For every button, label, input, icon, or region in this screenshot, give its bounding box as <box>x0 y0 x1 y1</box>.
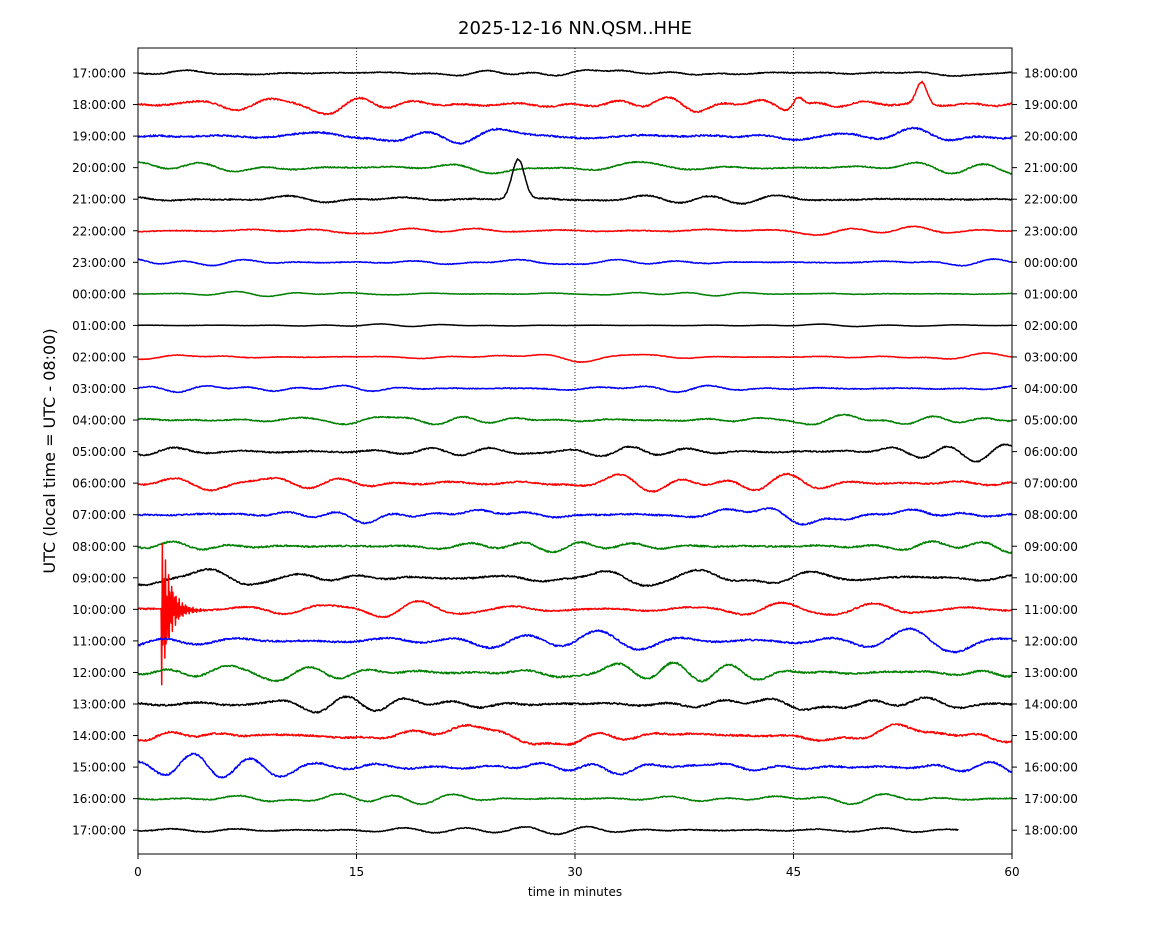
left-time-label: 15:00:00 <box>72 761 126 775</box>
right-time-label: 11:00:00 <box>1024 603 1078 617</box>
left-time-label: 17:00:00 <box>72 67 126 81</box>
right-time-label: 00:00:00 <box>1024 256 1078 270</box>
trace-line <box>137 567 1013 588</box>
trace-line <box>137 723 1013 747</box>
right-time-label: 10:00:00 <box>1024 571 1078 585</box>
left-time-label: 05:00:00 <box>72 445 126 459</box>
left-time-label: 02:00:00 <box>72 350 126 364</box>
trace-line <box>137 257 1013 267</box>
left-time-label: 03:00:00 <box>72 382 126 396</box>
trace-line <box>137 472 1013 493</box>
left-time-label: 20:00:00 <box>72 161 126 175</box>
right-time-label: 01:00:00 <box>1024 287 1078 301</box>
trace-line <box>137 540 1013 554</box>
right-time-label: 18:00:00 <box>1024 67 1078 81</box>
left-time-label: 19:00:00 <box>72 130 126 144</box>
trace-line <box>137 695 1013 714</box>
right-time-label: 22:00:00 <box>1024 193 1078 207</box>
left-time-label: 18:00:00 <box>72 98 126 112</box>
left-time-label: 17:00:00 <box>72 824 126 838</box>
left-time-label: 06:00:00 <box>72 477 126 491</box>
left-time-label: 13:00:00 <box>72 698 126 712</box>
trace-line <box>137 80 1013 116</box>
right-time-label: 14:00:00 <box>1024 698 1078 712</box>
left-time-label: 10:00:00 <box>72 603 126 617</box>
right-time-label: 03:00:00 <box>1024 350 1078 364</box>
x-tick-label: 0 <box>134 865 142 879</box>
trace-line <box>137 825 959 836</box>
trace-line <box>137 792 1013 806</box>
right-time-label: 16:00:00 <box>1024 761 1078 775</box>
x-tick-label: 30 <box>567 865 582 879</box>
x-axis-ticks: 0 15 30 45 60 <box>134 854 1020 879</box>
trace-line <box>137 68 1013 78</box>
left-time-label: 12:00:00 <box>72 666 126 680</box>
y-axis-label: UTC (local time = UTC - 08:00) <box>40 328 59 573</box>
left-time-label: 01:00:00 <box>72 319 126 333</box>
right-time-label: 05:00:00 <box>1024 414 1078 428</box>
left-time-label: 16:00:00 <box>72 792 126 806</box>
trace-line <box>137 661 1013 683</box>
left-time-label: 08:00:00 <box>72 540 126 554</box>
left-time-label: 00:00:00 <box>72 287 126 301</box>
right-time-label: 23:00:00 <box>1024 224 1078 238</box>
left-time-label: 21:00:00 <box>72 193 126 207</box>
right-time-label: 06:00:00 <box>1024 445 1078 459</box>
right-time-label: 20:00:00 <box>1024 130 1078 144</box>
right-time-label: 07:00:00 <box>1024 477 1078 491</box>
right-time-label: 21:00:00 <box>1024 161 1078 175</box>
x-axis-label: time in minutes <box>528 885 622 899</box>
right-time-label: 09:00:00 <box>1024 540 1078 554</box>
trace-line <box>137 290 1013 298</box>
trace-line <box>137 384 1013 394</box>
trace-line <box>137 323 1013 328</box>
trace-line <box>137 627 1013 654</box>
right-time-label: 17:00:00 <box>1024 792 1078 806</box>
trace-line <box>137 543 1013 686</box>
chart-title: 2025-12-16 NN.QSM..HHE <box>458 18 692 39</box>
left-time-label: 07:00:00 <box>72 508 126 522</box>
right-time-label: 08:00:00 <box>1024 508 1078 522</box>
right-time-label: 18:00:00 <box>1024 824 1078 838</box>
x-tick-label: 45 <box>786 865 801 879</box>
right-time-label: 02:00:00 <box>1024 319 1078 333</box>
x-tick-label: 15 <box>349 865 364 879</box>
left-time-label: 11:00:00 <box>72 634 126 648</box>
left-time-label: 23:00:00 <box>72 256 126 270</box>
trace-line <box>137 752 1013 779</box>
right-time-label: 04:00:00 <box>1024 382 1078 396</box>
trace-group <box>137 68 1013 836</box>
trace-line <box>137 507 1013 526</box>
left-time-labels: 17:00:00 18:00:00 19:00:00 20:00:00 21:00:00… <box>72 67 138 838</box>
right-time-labels: 18:00:00 19:00:00 20:00:00 21:00:00 22:00:00… <box>1012 67 1078 838</box>
right-time-label: 12:00:00 <box>1024 634 1078 648</box>
left-time-label: 04:00:00 <box>72 414 126 428</box>
left-time-label: 14:00:00 <box>72 729 126 743</box>
trace-line <box>137 413 1013 426</box>
right-time-label: 19:00:00 <box>1024 98 1078 112</box>
x-tick-label: 60 <box>1004 865 1019 879</box>
right-time-label: 13:00:00 <box>1024 666 1078 680</box>
left-time-label: 09:00:00 <box>72 571 126 585</box>
left-time-label: 22:00:00 <box>72 224 126 238</box>
trace-line <box>137 126 1013 145</box>
trace-line <box>137 443 1013 463</box>
trace-line <box>137 225 1013 237</box>
trace-line <box>137 158 1013 205</box>
trace-line <box>137 160 1013 175</box>
trace-line <box>137 352 1013 364</box>
right-time-label: 15:00:00 <box>1024 729 1078 743</box>
